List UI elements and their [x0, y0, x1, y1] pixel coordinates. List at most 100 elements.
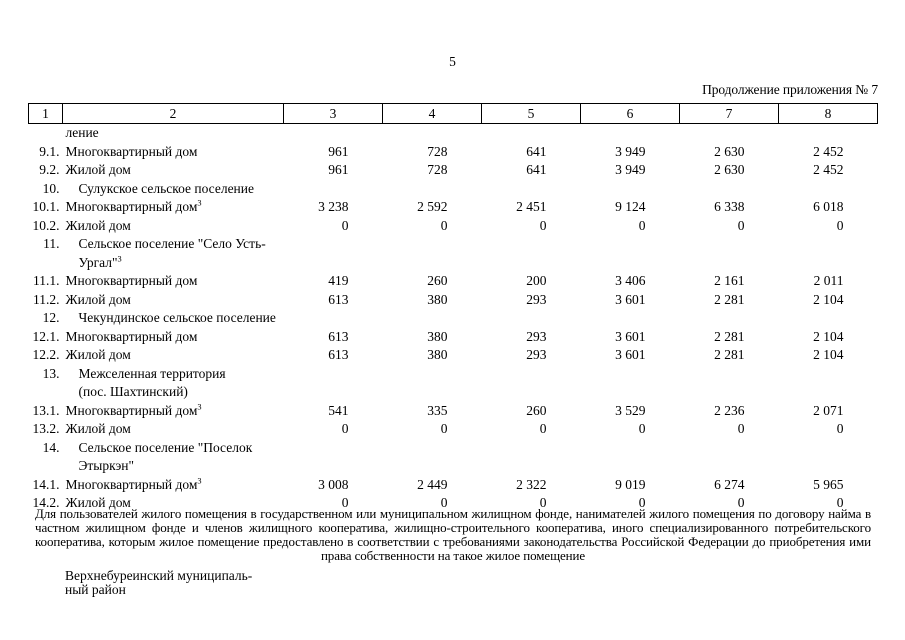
- value-cell: 0: [440, 421, 448, 436]
- value-cell: [383, 235, 482, 272]
- value-cell: [383, 365, 482, 402]
- table-row: 9.2. Жилой дом 961 728 641 3 949 2 630 2 452: [29, 161, 878, 180]
- row-label-cell: Сулукское сельское поселение: [78, 180, 255, 196]
- value-cell: 2 452: [813, 162, 844, 177]
- value-cell: 2 322: [516, 476, 547, 492]
- row-number-cell: 11.1.: [33, 273, 60, 288]
- value-cell: [581, 309, 680, 328]
- value-cell: [680, 180, 779, 199]
- value-cell: 3 949: [615, 162, 646, 177]
- row-label-cell: ление: [65, 125, 99, 140]
- header-cell: 4: [382, 103, 482, 124]
- table-row: 13.2. Жилой дом 0 0 0 0 0 0: [29, 420, 878, 439]
- table-row: 12.2. Жилой дом 613 380 293 3 601 2 281 2 104: [29, 346, 878, 365]
- value-cell: 2 630: [714, 162, 745, 177]
- row-label-cell: Многоквартирный дом3: [65, 476, 202, 492]
- value-cell: 2 161: [714, 273, 745, 288]
- row-number-cell: 13.: [42, 365, 60, 381]
- value-cell: 260: [526, 402, 547, 418]
- value-cell: 3 008: [318, 476, 349, 492]
- section-row: 14. Сельское поселение "Поселок Этыркэн": [29, 439, 878, 476]
- value-cell: 3 529: [615, 402, 646, 418]
- value-cell: 5 965: [813, 476, 844, 492]
- row-label-cell: Жилой дом: [65, 347, 131, 362]
- row-number-cell: 9.2.: [39, 162, 60, 177]
- row-label-cell: Межселенная территория (пос. Шахтинский): [78, 365, 226, 400]
- header-cell: 1: [28, 103, 63, 124]
- value-cell: [284, 439, 383, 476]
- value-cell: 380: [427, 347, 448, 362]
- row-number-cell: 12.2.: [32, 347, 60, 362]
- row-number-cell: 12.: [42, 310, 60, 325]
- value-cell: [482, 235, 581, 272]
- value-cell: [680, 365, 779, 402]
- value-cell: [680, 124, 779, 143]
- table-row: 9.1. Многоквартирный дом 961 728 641 3 949 2 6…: [29, 143, 878, 162]
- value-cell: 200: [526, 273, 547, 288]
- value-cell: 2 281: [714, 347, 745, 362]
- footnote-marker: 3: [117, 254, 122, 263]
- value-cell: 541: [328, 402, 349, 418]
- value-cell: 2 104: [813, 328, 844, 344]
- value-cell: [779, 124, 878, 143]
- row-number-cell: 10.1.: [32, 199, 60, 214]
- value-cell: 2 071: [813, 402, 844, 418]
- value-cell: 728: [427, 143, 448, 159]
- row-label-cell: Жилой дом: [65, 495, 131, 510]
- value-cell: 613: [328, 291, 349, 307]
- value-cell: [779, 235, 878, 272]
- value-cell: [482, 365, 581, 402]
- row-number-cell: 10.2.: [32, 217, 60, 233]
- footnote-marker: 3: [197, 198, 202, 208]
- value-cell: [284, 235, 383, 272]
- district-label: Верхнебуреинский муниципаль- ный район: [65, 568, 253, 597]
- table-row: 14.1. Многоквартирный дом3 3 008 2 449 2 322…: [29, 476, 878, 495]
- table-row: 10.1. Многоквартирный дом3 3 238 2 592 2 451…: [29, 198, 878, 217]
- value-cell: 335: [427, 402, 448, 418]
- value-cell: 3 238: [318, 199, 349, 214]
- value-cell: [482, 180, 581, 199]
- value-cell: [482, 124, 581, 143]
- value-cell: [482, 309, 581, 328]
- value-cell: 6 338: [714, 199, 745, 214]
- value-cell: 613: [328, 328, 349, 344]
- value-cell: [581, 439, 680, 476]
- value-cell: [482, 439, 581, 476]
- value-cell: [383, 439, 482, 476]
- row-number-cell: 13.2.: [32, 421, 60, 436]
- value-cell: [383, 180, 482, 199]
- value-cell: [383, 124, 482, 143]
- section-row: 13. Межселенная территория (пос. Шахтинск…: [29, 365, 878, 402]
- table-row: 11.1. Многоквартирный дом 419 260 200 3 406 2 …: [29, 272, 878, 291]
- value-cell: 3 601: [615, 347, 646, 362]
- value-cell: 0: [440, 217, 448, 233]
- value-cell: 961: [328, 162, 349, 177]
- row-label-cell: Сельское поселение "Поселок Этыркэн": [78, 439, 253, 474]
- value-cell: 2 592: [417, 199, 448, 214]
- value-cell: [284, 365, 383, 402]
- value-cell: 2 104: [813, 291, 844, 307]
- row-number-cell: 13.1.: [32, 402, 60, 418]
- value-cell: 293: [526, 328, 547, 344]
- value-cell: 2 451: [516, 199, 547, 214]
- header-cell: 7: [679, 103, 779, 124]
- value-cell: 293: [526, 347, 547, 362]
- value-cell: 2 236: [714, 402, 745, 418]
- value-cell: 3 406: [615, 273, 646, 288]
- value-cell: 380: [427, 291, 448, 307]
- table-row: 10.2. Жилой дом 0 0 0 0 0 0: [29, 217, 878, 236]
- table-row: 14.2. Жилой дом 0 0 0 0 0 0: [29, 494, 878, 513]
- value-cell: [284, 124, 383, 143]
- row-label-cell: Жилой дом: [65, 217, 131, 233]
- value-cell: [680, 439, 779, 476]
- value-cell: 0: [737, 421, 745, 436]
- value-cell: [779, 309, 878, 328]
- value-cell: 961: [328, 143, 349, 159]
- value-cell: 0: [539, 421, 547, 436]
- value-cell: [779, 439, 878, 476]
- value-cell: 2 104: [813, 347, 844, 362]
- row-label-cell: Жилой дом: [65, 162, 131, 177]
- row-label-cell: Сельское поселение "Село Усть- Ургал"3: [78, 236, 266, 270]
- header-cell: 5: [481, 103, 581, 124]
- value-cell: [284, 309, 383, 328]
